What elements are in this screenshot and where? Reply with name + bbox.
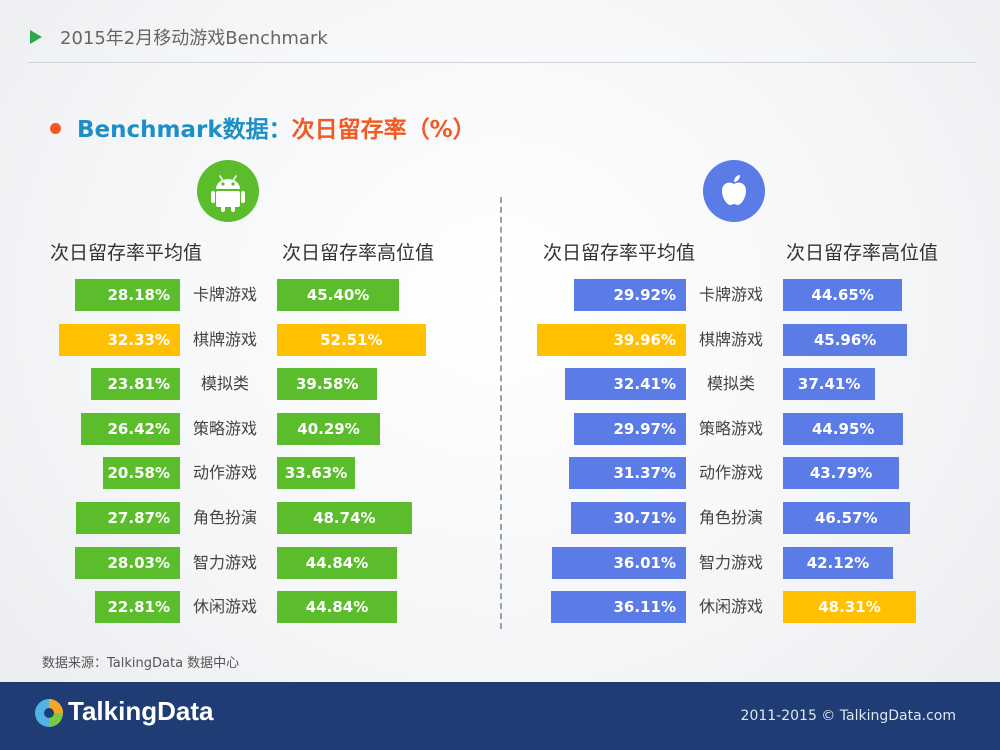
android-category-label: 棋牌游戏 — [192, 330, 257, 349]
ios-avg-bar: 36.01% — [551, 547, 686, 579]
ios-high-bar: 42.12% — [783, 547, 893, 579]
ios-category-label: 策略游戏 — [698, 419, 763, 438]
android-category-label: 策略游戏 — [192, 419, 257, 438]
android-avg-bar: 23.81% — [91, 368, 180, 400]
android-high-bar: 44.84% — [277, 547, 398, 579]
subtitle-metric: 次日留存率（%） — [291, 117, 476, 143]
ios-avg-bar: 30.71% — [571, 502, 686, 534]
android-avg-bar: 28.18% — [74, 279, 180, 311]
ios-avg-bar: 36.11% — [551, 591, 686, 623]
platform-divider — [500, 197, 502, 629]
ios-avg-header: 次日留存率平均值 — [543, 242, 696, 264]
subtitle-benchmark: Benchmark数据： — [77, 117, 292, 143]
ios-high-header: 次日留存率高位值 — [786, 242, 939, 264]
android-high-bar: 48.74% — [277, 502, 412, 534]
ios-avg-bar: 29.97% — [574, 413, 686, 445]
ios-category-label: 模拟类 — [706, 374, 755, 393]
ios-category-label: 卡牌游戏 — [698, 285, 763, 304]
ios-category-label: 智力游戏 — [698, 553, 763, 572]
android-avg-bar: 20.58% — [103, 457, 180, 489]
android-avg-bar: 27.87% — [75, 502, 180, 534]
ios-high-bar: 46.57% — [783, 502, 910, 534]
ios-high-bar: 44.65% — [783, 279, 903, 311]
android-category-label: 卡牌游戏 — [192, 285, 257, 304]
android-category-label: 动作游戏 — [192, 463, 257, 482]
ios-avg-bar: 31.37% — [568, 457, 686, 489]
ios-category-label: 动作游戏 — [698, 463, 763, 482]
ios-high-bar: 43.79% — [783, 457, 900, 489]
chart-subtitle: Benchmark数据：次日留存率（%） — [50, 110, 476, 144]
header-divider — [28, 62, 976, 63]
android-avg-bar: 32.33% — [59, 324, 180, 356]
ios-category-label: 棋牌游戏 — [698, 330, 763, 349]
slide-title: 2015年2月移动游戏Benchmark — [60, 28, 328, 49]
ios-avg-bar: 29.92% — [574, 279, 686, 311]
footer-bar: TalkingData 2011-2015 © TalkingData.com — [0, 682, 1000, 750]
footer-brand: TalkingData — [68, 696, 214, 726]
data-source: 数据来源：TalkingData 数据中心 — [42, 656, 240, 671]
talkingdata-logo-icon — [34, 698, 64, 728]
ios-category-label: 角色扮演 — [698, 508, 763, 527]
android-avg-bar: 26.42% — [81, 413, 180, 445]
android-high-bar: 33.63% — [277, 457, 356, 489]
play-triangle-icon — [30, 30, 42, 44]
android-high-header: 次日留存率高位值 — [282, 242, 435, 264]
slide-header: 2015年2月移动游戏Benchmark — [0, 0, 1000, 68]
android-avg-header: 次日留存率平均值 — [50, 242, 203, 264]
android-icon — [197, 160, 259, 222]
ios-high-bar: 48.31% — [783, 591, 916, 623]
android-high-bar: 44.84% — [277, 591, 398, 623]
android-category-label: 模拟类 — [200, 374, 249, 393]
bullet-dot-icon — [50, 123, 61, 134]
ios-high-bar: 37.41% — [783, 368, 876, 400]
ios-avg-bar: 32.41% — [564, 368, 686, 400]
footer-copyright: 2011-2015 © TalkingData.com — [740, 708, 956, 724]
android-high-bar: 45.40% — [277, 279, 400, 311]
apple-icon — [703, 160, 765, 222]
android-high-bar: 40.29% — [277, 413, 381, 445]
ios-category-label: 休闲游戏 — [698, 597, 763, 616]
android-category-label: 智力游戏 — [192, 553, 257, 572]
android-avg-bar: 28.03% — [75, 547, 180, 579]
android-avg-bar: 22.81% — [94, 591, 180, 623]
android-high-bar: 52.51% — [277, 324, 426, 356]
android-category-label: 角色扮演 — [192, 508, 257, 527]
ios-high-bar: 44.95% — [783, 413, 904, 445]
android-high-bar: 39.58% — [277, 368, 378, 400]
ios-high-bar: 45.96% — [783, 324, 908, 356]
ios-avg-bar: 39.96% — [536, 324, 686, 356]
android-category-label: 休闲游戏 — [192, 597, 257, 616]
